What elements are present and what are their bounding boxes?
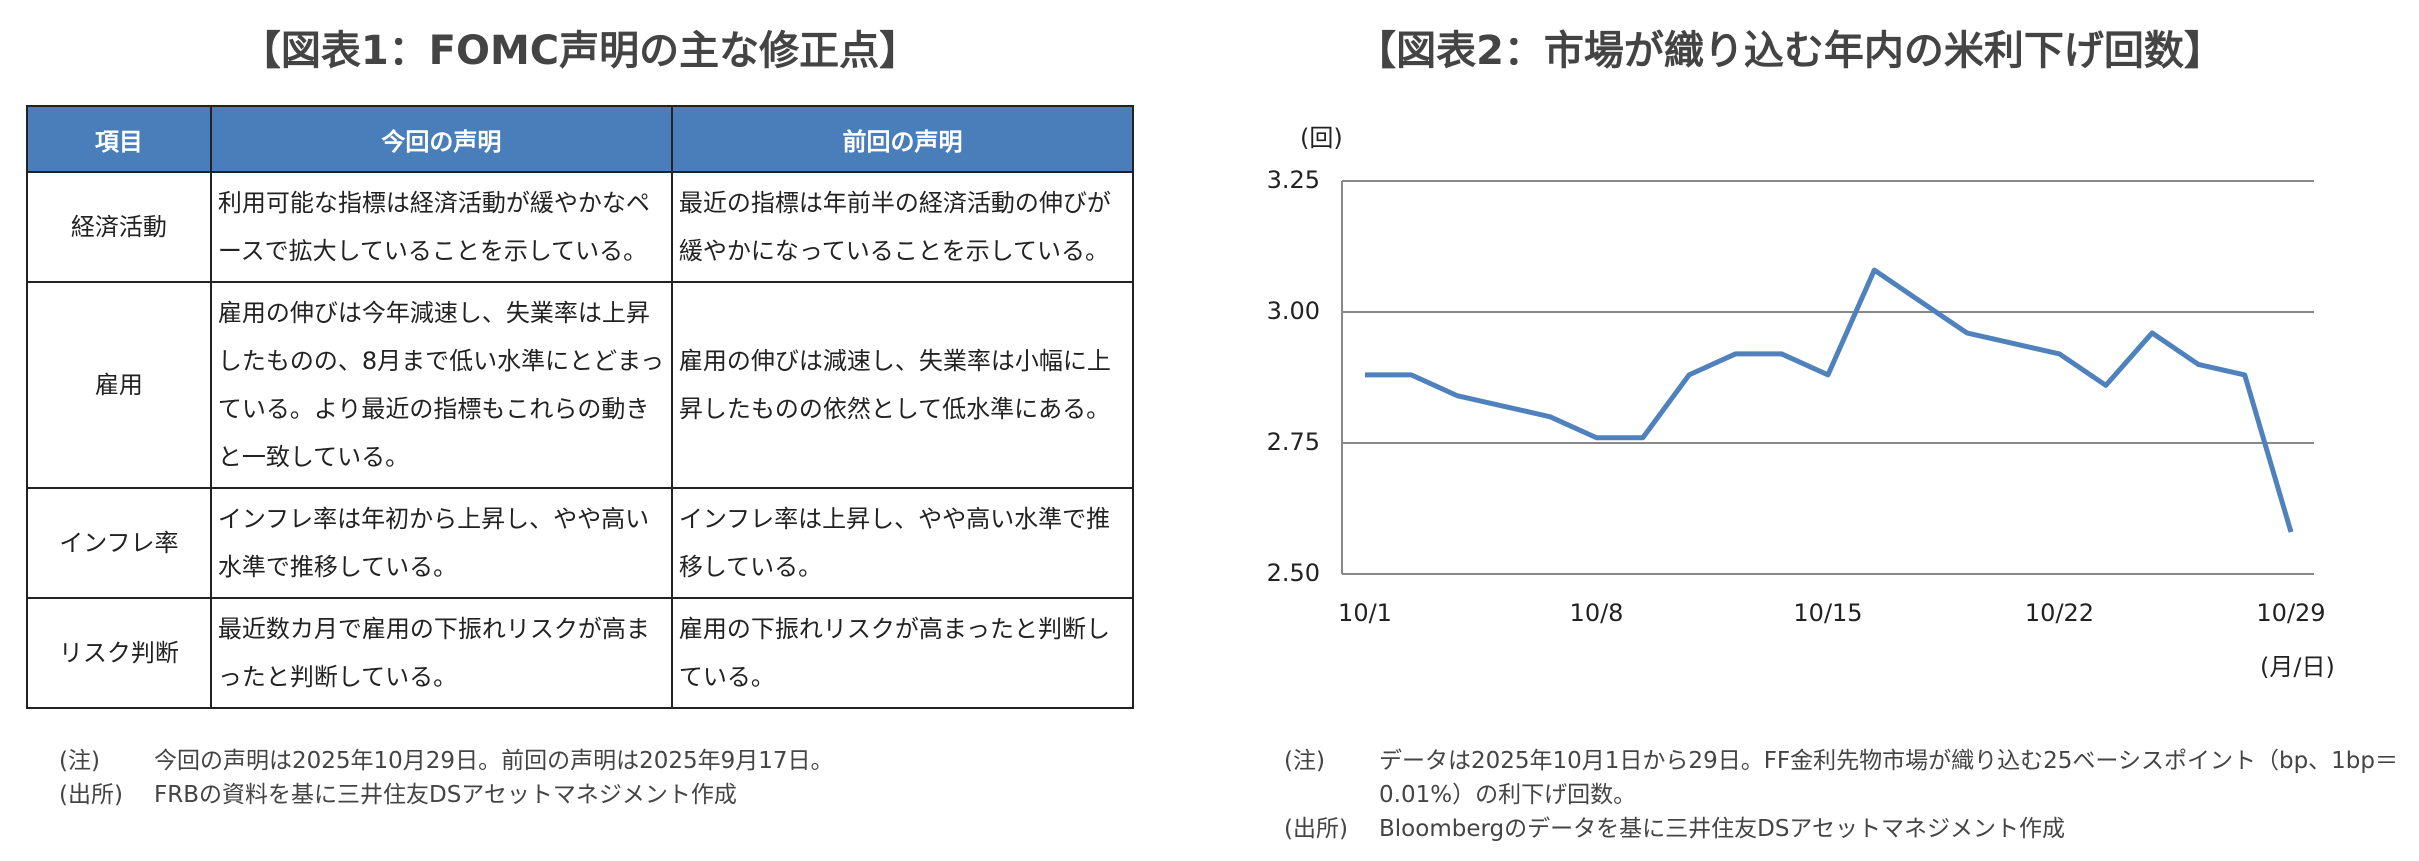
y-tick-label: 3.25 <box>1267 166 1320 194</box>
table-cell: インフレ率 <box>26 487 212 599</box>
table: 項目 今回の声明 前回の声明 経済活動 利用可能な指標は経済活動が緩やかなペースで拡大し… <box>26 105 1135 709</box>
note-text: データは2025年10月1日から29日。FF金利先物市場が織り込む25ベーシスポ… <box>1379 748 2398 808</box>
table-cell: インフレ率は年初から上昇し、やや高い水準で推移している。 <box>209 487 673 599</box>
table-row: インフレ率 インフレ率は年初から上昇し、やや高い水準で推移している。 インフレ率は上… <box>26 487 1135 599</box>
table-cell: 雇用の伸びは減速し、失業率は小幅に上昇したものの依然として低水準にある。 <box>670 281 1135 489</box>
x-tick-label: 10/8 <box>1570 599 1624 627</box>
data-line <box>1365 267 2294 533</box>
header-cell: 項目 <box>26 105 212 173</box>
table-cell: 雇用の下振れリスクが高まったと判断している。 <box>670 597 1135 709</box>
note-text: FRBの資料を基に三井住友DSアセットマネジメント作成 <box>154 782 737 808</box>
x-tick-label: 10/1 <box>1338 599 1392 627</box>
table-cell: リスク判断 <box>26 597 212 709</box>
y-tick-label: 3.00 <box>1267 297 1320 325</box>
table-cell: インフレ率は上昇し、やや高い水準で推移している。 <box>670 487 1135 599</box>
chart-title: 【図表2：市場が織り込む年内の米利下げ回数】 <box>1356 28 2224 74</box>
table-row: リスク判断 最近数カ月で雇用の下振れリスクが高まったと判断している。 雇用の下振れリ… <box>26 597 1135 709</box>
table-cell: 雇用の伸びは今年減速し、失業率は上昇したものの、8月まで低い水準にとどまっている… <box>209 281 673 489</box>
x-tick-label: 10/22 <box>2025 599 2094 627</box>
note-label: (出所) <box>59 782 123 808</box>
table-cell: 雇用 <box>26 281 212 489</box>
note: (注) 今回の声明は2025年10月29日。前回の声明は2025年9月17日。 <box>59 744 1139 778</box>
left-title: 【図表1：FOMC声明の主な修正点】 <box>240 28 920 74</box>
chart-notes: (注) データは2025年10月1日から29日。FF金利先物市場が織り込む25ベー… <box>1284 744 2404 846</box>
table-cell: 利用可能な指標は経済活動が緩やかなペースで拡大していることを示している。 <box>209 171 673 283</box>
header-cell: 今回の声明 <box>209 105 673 173</box>
note-label: (注) <box>59 748 100 774</box>
note-label: (注) <box>1284 748 1325 774</box>
note: (出所) FRBの資料を基に三井住友DSアセットマネジメント作成 <box>59 778 1139 812</box>
x-tick-label: 10/15 <box>1793 599 1862 627</box>
note: (出所) Bloombergのデータを基に三井住友DSアセットマネジメント作成 <box>1284 812 2404 846</box>
note: (注) データは2025年10月1日から29日。FF金利先物市場が織り込む25ベー… <box>1284 744 2404 812</box>
left-notes: (注) 今回の声明は2025年10月29日。前回の声明は2025年9月17日。 (出… <box>59 744 1139 812</box>
x-tick-label: 10/29 <box>2256 599 2325 627</box>
note-text: Bloombergのデータを基に三井住友DSアセットマネジメント作成 <box>1379 816 2065 842</box>
x-axis-title: (月/日) <box>2260 653 2335 681</box>
y-tick-label: 2.75 <box>1267 428 1320 456</box>
note-label: (出所) <box>1284 816 1348 842</box>
table-cell: 経済活動 <box>26 171 212 283</box>
table-cell: 最近の指標は年前半の経済活動の伸びが緩やかになっていることを示している。 <box>670 171 1135 283</box>
table-cell: 最近数カ月で雇用の下振れリスクが高まったと判断している。 <box>209 597 673 709</box>
table-row: 雇用 雇用の伸びは今年減速し、失業率は上昇したものの、8月まで低い水準にとどまって… <box>26 281 1135 489</box>
note-text: 今回の声明は2025年10月29日。前回の声明は2025年9月17日。 <box>154 748 834 774</box>
y-tick-label: 2.50 <box>1267 559 1320 587</box>
chart: (回) 2.50 2.75 3.00 3.25 10/1 10/8 10/15 10/22 10/… <box>1267 124 2335 681</box>
y-axis-title: (回) <box>1300 124 1343 152</box>
header-cell: 前回の声明 <box>670 105 1135 173</box>
table-row: 経済活動 利用可能な指標は経済活動が緩やかなペースで拡大していることを示している。… <box>26 171 1135 283</box>
